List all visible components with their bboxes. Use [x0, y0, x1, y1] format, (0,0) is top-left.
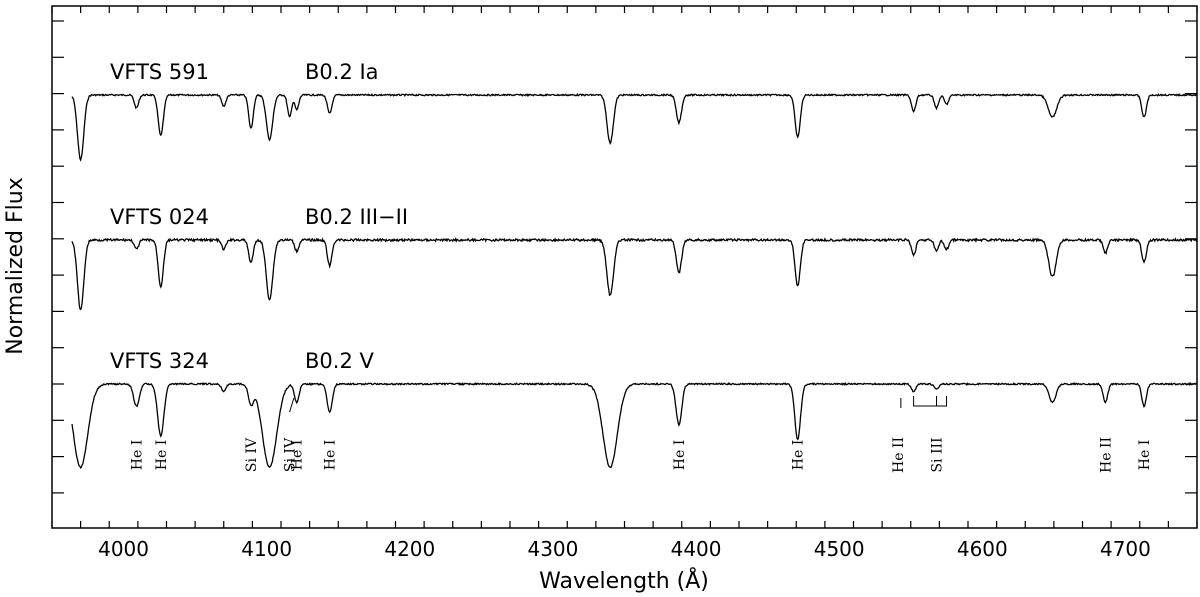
spectrum-line-vfts-324	[71, 381, 1198, 469]
spectrum-line-vfts-591	[71, 92, 1198, 162]
line-id-label: He I	[323, 440, 339, 470]
x-tick-label: 4700	[1100, 537, 1151, 561]
line-id-label: He I	[154, 440, 170, 470]
x-tick-label: 4400	[671, 537, 722, 561]
line-id-label: He II	[1098, 437, 1114, 473]
x-tick-label: 4100	[241, 537, 292, 561]
x-ticks: 4000 4100 4200 4300 4400 4500 4600 4700	[51, 6, 1198, 561]
line-id-label: Si IV	[283, 437, 299, 472]
line-id-label: He I	[129, 440, 145, 470]
spectral-type-label: B0.2 Ia	[305, 60, 379, 84]
line-id-label: He I	[290, 440, 306, 470]
plot-frame	[51, 5, 1198, 529]
y-axis-label: Normalized Flux	[3, 177, 28, 354]
line-id-label: He I	[791, 440, 807, 470]
spectral-type-label: B0.2 V	[305, 349, 374, 373]
x-tick-label: 4500	[814, 537, 865, 561]
x-tick-label: 4600	[957, 537, 1008, 561]
x-tick-label: 4300	[527, 537, 578, 561]
line-id-label: He I	[1137, 440, 1153, 470]
star-name-label: VFTS 324	[110, 349, 209, 373]
spectral-type-label: B0.2 III−II	[305, 205, 408, 229]
x-tick-label: 4000	[98, 537, 149, 561]
x-tick-label: 4200	[384, 537, 435, 561]
star-labels: VFTS 591 B0.2 Ia VFTS 024 B0.2 III−II VFTS 3…	[110, 60, 408, 373]
line-id-label: Si IV	[244, 437, 260, 472]
y-ticks	[52, 20, 1197, 494]
spectrum-line-vfts-024	[71, 237, 1198, 311]
x-axis-label: Wavelength (Å)	[539, 567, 709, 594]
star-name-label: VFTS 591	[110, 60, 209, 84]
si-iii-bracket	[913, 396, 948, 407]
star-name-label: VFTS 024	[110, 205, 209, 229]
line-id-label: He II	[891, 437, 907, 473]
line-id-label: Si III	[930, 437, 946, 472]
spectra-group	[71, 92, 1198, 469]
line-id-label: He I	[672, 440, 688, 470]
si-iv-leader	[289, 397, 295, 413]
